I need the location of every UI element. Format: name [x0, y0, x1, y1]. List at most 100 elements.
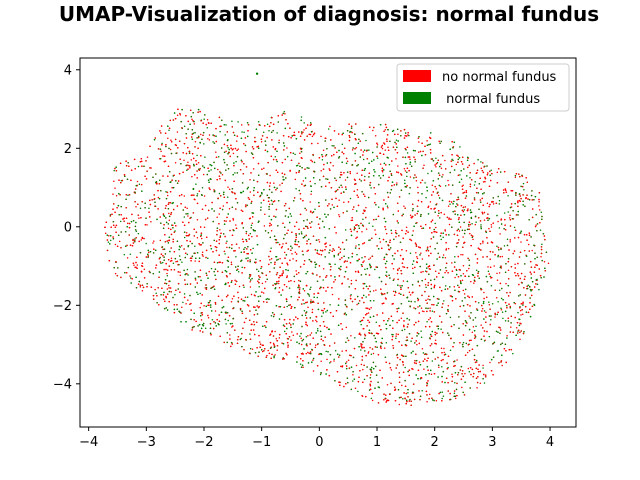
point-no-normal-fundus — [221, 173, 224, 176]
point-no-normal-fundus — [474, 223, 477, 226]
point-no-normal-fundus — [431, 303, 433, 306]
point-no-normal-fundus — [325, 290, 327, 292]
point-normal-fundus — [506, 304, 508, 307]
point-normal-fundus — [168, 147, 170, 150]
point-no-normal-fundus — [150, 286, 153, 288]
point-no-normal-fundus — [466, 351, 469, 354]
point-no-normal-fundus — [438, 392, 440, 395]
point-normal-fundus — [341, 143, 344, 145]
point-no-normal-fundus — [370, 380, 372, 383]
point-normal-fundus — [172, 186, 175, 189]
point-normal-fundus — [276, 282, 278, 285]
point-no-normal-fundus — [376, 155, 378, 158]
point-no-normal-fundus — [218, 213, 220, 215]
point-no-normal-fundus — [278, 287, 281, 289]
point-no-normal-fundus — [191, 118, 193, 120]
point-no-normal-fundus — [314, 346, 317, 349]
point-no-normal-fundus — [330, 139, 332, 141]
point-normal-fundus — [319, 373, 322, 376]
point-no-normal-fundus — [486, 202, 489, 204]
point-normal-fundus — [235, 160, 237, 163]
point-normal-fundus — [300, 231, 303, 233]
point-no-normal-fundus — [167, 137, 169, 139]
point-no-normal-fundus — [435, 226, 437, 229]
point-no-normal-fundus — [247, 124, 250, 126]
point-no-normal-fundus — [119, 193, 121, 196]
point-normal-fundus — [211, 318, 214, 321]
point-no-normal-fundus — [356, 189, 359, 191]
point-no-normal-fundus — [430, 373, 433, 376]
point-no-normal-fundus — [485, 311, 487, 313]
point-no-normal-fundus — [382, 153, 385, 155]
point-normal-fundus — [460, 282, 462, 285]
point-no-normal-fundus — [279, 266, 281, 269]
point-normal-fundus — [442, 236, 444, 238]
point-no-normal-fundus — [230, 301, 233, 303]
point-no-normal-fundus — [140, 239, 143, 241]
point-normal-fundus — [210, 164, 213, 167]
point-no-normal-fundus — [215, 151, 217, 153]
point-no-normal-fundus — [322, 286, 325, 289]
point-normal-fundus — [420, 330, 422, 332]
point-no-normal-fundus — [468, 339, 471, 342]
point-no-normal-fundus — [134, 188, 137, 190]
point-no-normal-fundus — [125, 194, 128, 196]
point-normal-fundus — [347, 381, 349, 384]
point-no-normal-fundus — [170, 233, 173, 236]
point-no-normal-fundus — [106, 239, 109, 241]
point-normal-fundus — [225, 124, 227, 126]
point-no-normal-fundus — [480, 167, 483, 170]
point-normal-fundus — [317, 330, 319, 332]
point-no-normal-fundus — [271, 139, 273, 141]
point-no-normal-fundus — [237, 296, 240, 299]
point-normal-fundus — [506, 337, 508, 339]
point-normal-fundus — [200, 279, 202, 282]
point-no-normal-fundus — [258, 282, 260, 284]
point-normal-fundus — [488, 335, 491, 338]
point-normal-fundus — [464, 288, 467, 291]
point-no-normal-fundus — [407, 134, 409, 136]
scatter-points — [104, 72, 550, 407]
point-normal-fundus — [387, 128, 389, 131]
point-normal-fundus — [487, 270, 490, 273]
point-no-normal-fundus — [163, 223, 165, 226]
point-no-normal-fundus — [193, 123, 196, 125]
point-no-normal-fundus — [294, 178, 297, 181]
point-no-normal-fundus — [499, 329, 502, 331]
point-no-normal-fundus — [434, 270, 437, 273]
point-normal-fundus — [314, 266, 317, 268]
point-normal-fundus — [525, 311, 528, 313]
point-no-normal-fundus — [396, 272, 399, 275]
point-no-normal-fundus — [361, 394, 363, 397]
point-no-normal-fundus — [409, 238, 411, 241]
point-normal-fundus — [317, 308, 320, 311]
point-normal-fundus — [344, 362, 347, 365]
point-no-normal-fundus — [462, 272, 465, 275]
point-normal-fundus — [160, 189, 162, 192]
point-no-normal-fundus — [307, 334, 309, 337]
point-normal-fundus — [511, 217, 514, 220]
point-no-normal-fundus — [427, 380, 429, 382]
point-no-normal-fundus — [116, 245, 119, 248]
point-no-normal-fundus — [108, 234, 110, 237]
point-no-normal-fundus — [252, 306, 255, 308]
point-normal-fundus — [444, 184, 447, 187]
point-no-normal-fundus — [318, 157, 321, 159]
point-no-normal-fundus — [371, 399, 374, 402]
point-normal-fundus — [497, 255, 499, 258]
point-no-normal-fundus — [301, 303, 303, 305]
point-normal-fundus — [354, 152, 356, 155]
point-no-normal-fundus — [484, 177, 487, 180]
point-no-normal-fundus — [249, 338, 252, 340]
point-no-normal-fundus — [193, 235, 196, 237]
point-normal-fundus — [174, 230, 176, 232]
point-normal-fundus — [270, 314, 273, 317]
point-no-normal-fundus — [331, 198, 333, 201]
point-no-normal-fundus — [120, 213, 122, 216]
point-no-normal-fundus — [104, 232, 107, 235]
point-normal-fundus — [403, 328, 406, 331]
point-no-normal-fundus — [377, 353, 380, 356]
point-normal-fundus — [492, 197, 495, 199]
point-no-normal-fundus — [505, 361, 507, 364]
point-no-normal-fundus — [407, 396, 409, 398]
